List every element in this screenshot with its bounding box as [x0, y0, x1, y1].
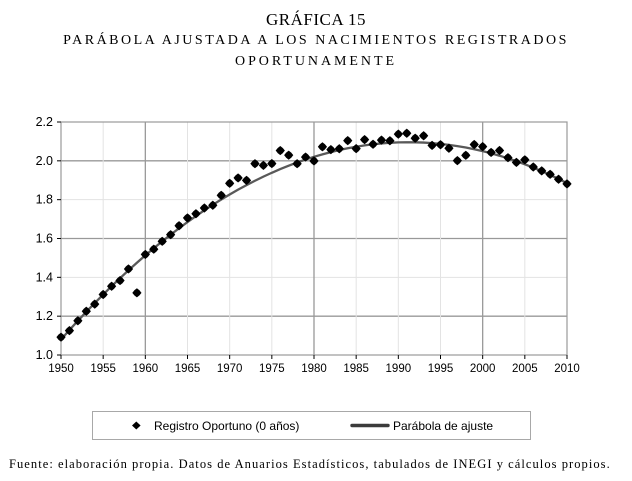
- svg-text:2000: 2000: [470, 363, 496, 375]
- svg-text:1990: 1990: [386, 363, 412, 375]
- svg-text:1.2: 1.2: [36, 309, 53, 323]
- svg-text:1960: 1960: [133, 363, 159, 375]
- svg-text:1970: 1970: [217, 363, 243, 375]
- svg-text:1.4: 1.4: [36, 270, 53, 284]
- svg-text:1950: 1950: [48, 363, 74, 375]
- svg-text:1975: 1975: [259, 363, 285, 375]
- svg-text:1.8: 1.8: [36, 193, 53, 207]
- svg-text:1.0: 1.0: [36, 348, 53, 362]
- svg-text:2.2: 2.2: [36, 115, 53, 129]
- svg-text:1995: 1995: [428, 363, 454, 375]
- svg-text:1980: 1980: [301, 363, 327, 375]
- svg-text:1965: 1965: [175, 363, 201, 375]
- svg-text:1955: 1955: [90, 363, 116, 375]
- svg-text:2.0: 2.0: [36, 154, 53, 168]
- svg-text:1985: 1985: [343, 363, 369, 375]
- svg-text:2005: 2005: [512, 363, 538, 375]
- svg-text:2010: 2010: [554, 363, 580, 375]
- svg-text:1.6: 1.6: [36, 232, 53, 246]
